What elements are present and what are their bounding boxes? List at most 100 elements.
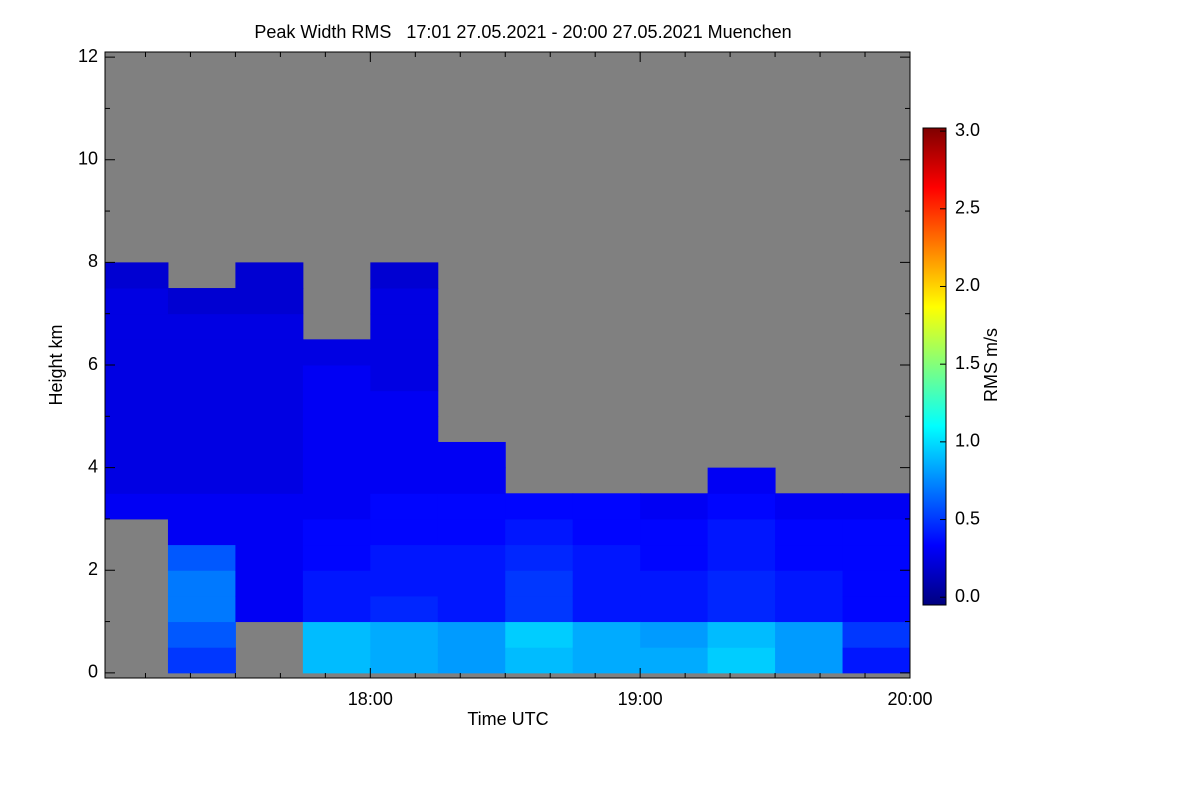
heatmap-cell — [370, 390, 439, 417]
heatmap-cell — [235, 262, 304, 289]
heatmap-cell — [505, 595, 574, 623]
heatmap-cell — [437, 595, 506, 623]
heatmap-cell — [167, 493, 236, 520]
heatmap-cell — [437, 544, 506, 571]
heatmap-cell — [105, 467, 169, 494]
heatmap-cell — [167, 467, 236, 494]
heatmap-cell — [302, 467, 371, 494]
heatmap-cell — [302, 595, 371, 623]
heatmap-cell — [707, 518, 776, 546]
heatmap-cell — [640, 518, 709, 546]
heatmap-cell — [370, 288, 439, 315]
heatmap-cell — [775, 518, 844, 546]
heatmap-cell — [572, 544, 641, 571]
heatmap-cell — [707, 467, 776, 494]
heatmap-cell — [302, 441, 371, 469]
colorbar-tick-label: 0.5 — [955, 508, 980, 528]
heatmap-cell — [437, 518, 506, 546]
heatmap-cell — [370, 441, 439, 469]
heatmap-cell — [370, 339, 439, 366]
heatmap-cell — [707, 544, 776, 571]
heatmap-cell — [235, 313, 304, 340]
heatmap-cell — [167, 621, 236, 648]
heatmap-cell — [167, 365, 236, 392]
heatmap-cell — [167, 416, 236, 443]
heatmap-cell — [775, 544, 844, 571]
heatmap-cell — [235, 339, 304, 366]
heatmap-cell — [842, 518, 911, 546]
heatmap-cell — [572, 570, 641, 597]
colorbar-tick-label: 2.5 — [955, 198, 980, 218]
y-tick-label: 2 — [88, 559, 98, 579]
heatmap-cell — [235, 544, 304, 571]
heatmap-cell — [707, 493, 776, 520]
heatmap-cell — [167, 518, 236, 546]
heatmap-cell — [235, 518, 304, 546]
heatmap-cell — [235, 365, 304, 392]
heatmap-cell — [235, 595, 304, 623]
heatmap-cell — [505, 518, 574, 546]
heatmap-cell — [370, 621, 439, 648]
heatmap-cell — [842, 647, 911, 674]
heatmap-cell — [167, 544, 236, 571]
heatmap-cell — [167, 339, 236, 366]
heatmap-cell — [302, 339, 371, 366]
y-tick-label: 0 — [88, 662, 98, 682]
x-tick-label: 19:00 — [618, 689, 663, 709]
heatmap-cell — [505, 493, 574, 520]
heatmap-cell — [640, 493, 709, 520]
heatmap-cell — [707, 595, 776, 623]
heatmap-cell — [572, 518, 641, 546]
heatmap-cell — [775, 570, 844, 597]
heatmap-cell — [775, 595, 844, 623]
heatmap-cell — [302, 518, 371, 546]
y-axis-label: Height km — [46, 324, 66, 405]
heatmap-cell — [105, 390, 169, 417]
x-axis-label: Time UTC — [467, 709, 548, 729]
heatmap-cell — [572, 621, 641, 648]
colorbar — [922, 127, 947, 606]
heatmap-cell — [302, 647, 371, 674]
heatmap-cell — [105, 339, 169, 366]
heatmap-cell — [505, 647, 574, 674]
heatmap-cell — [105, 493, 169, 520]
heatmap-cell — [370, 595, 439, 623]
heatmap-cell — [437, 570, 506, 597]
heatmap-cell — [775, 647, 844, 674]
heatmap-cell — [370, 416, 439, 443]
heatmap-cell — [235, 416, 304, 443]
heatmap-cell — [105, 288, 169, 315]
heatmap-cell — [640, 595, 709, 623]
heatmap-cell — [370, 313, 439, 340]
heatmap-cell — [235, 493, 304, 520]
heatmap-cell — [370, 647, 439, 674]
heatmap-cell — [572, 493, 641, 520]
heatmap-cell — [167, 570, 236, 597]
heatmap-cell — [370, 262, 439, 289]
heatmap-cell — [437, 621, 506, 648]
heatmap-cell — [707, 621, 776, 648]
heatmap-cell — [370, 493, 439, 520]
heatmap-cell — [235, 288, 304, 315]
heatmap-cell — [370, 365, 439, 392]
chart-title: Peak Width RMS 17:01 27.05.2021 - 20:00 … — [254, 22, 791, 42]
heatmap-cell — [842, 570, 911, 597]
heatmap-cell — [235, 467, 304, 494]
heatmap-cell — [842, 595, 911, 623]
heatmap-cell — [640, 621, 709, 648]
heatmap-cell — [235, 441, 304, 469]
y-tick-label: 10 — [78, 149, 98, 169]
heatmap-cell — [842, 544, 911, 571]
heatmap-cell — [167, 390, 236, 417]
heatmap-cell — [370, 518, 439, 546]
heatmap-cell — [437, 647, 506, 674]
x-tick-label: 20:00 — [887, 689, 932, 709]
heatmap-cell — [640, 544, 709, 571]
x-tick-label: 18:00 — [348, 689, 393, 709]
heatmap-cell — [302, 570, 371, 597]
colorbar-label: RMS m/s — [981, 328, 1001, 402]
heatmap-cell — [572, 647, 641, 674]
colorbar-tick-label: 0.0 — [955, 586, 980, 606]
heatmap-cell — [302, 544, 371, 571]
